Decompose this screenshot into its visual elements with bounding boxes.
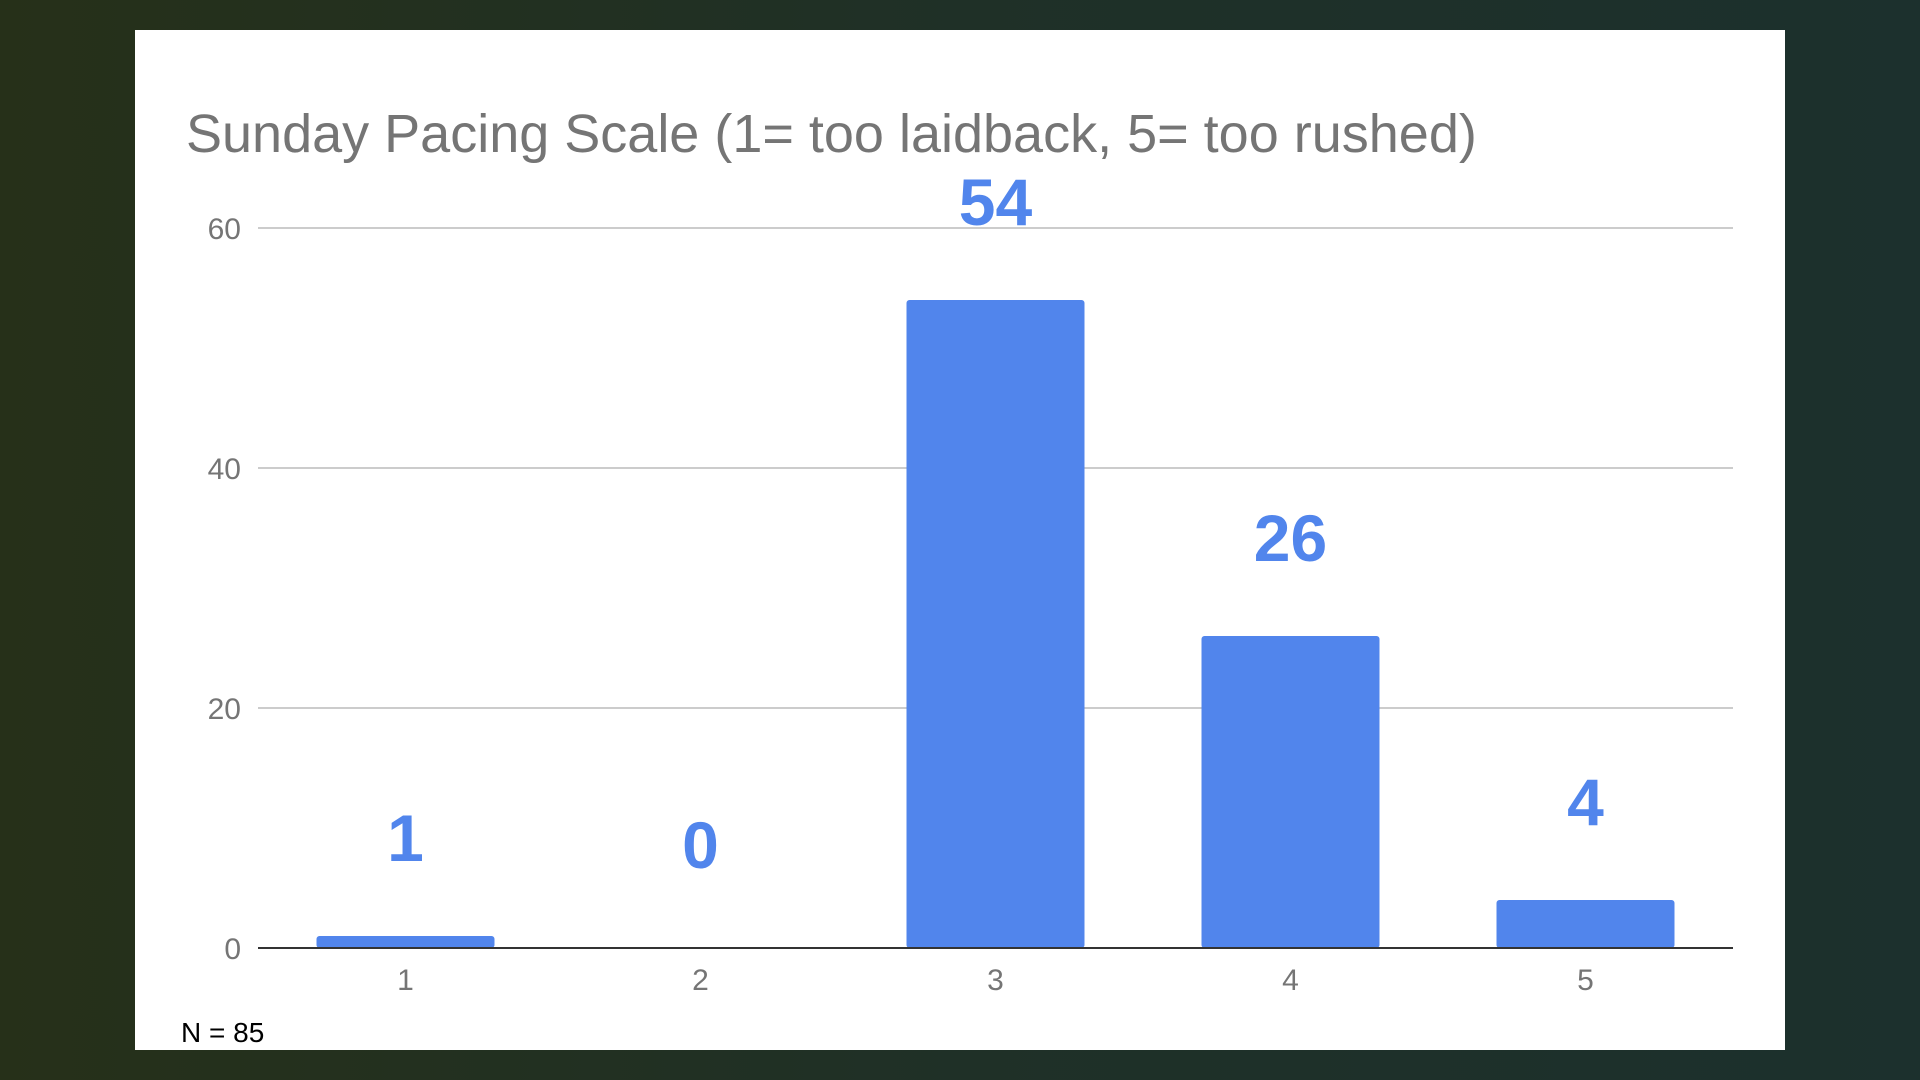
- chart-panel: Sunday Pacing Scale (1= too laidback, 5=…: [135, 30, 1785, 1050]
- y-axis-ticks: 0 20 40 60: [208, 213, 241, 966]
- x-tick-label: 1: [397, 964, 414, 997]
- bar: [1201, 636, 1380, 948]
- x-tick-label: 2: [692, 964, 709, 997]
- bars: [316, 300, 1675, 948]
- data-label: 54: [959, 165, 1033, 239]
- y-tick-label: 40: [208, 453, 241, 486]
- x-tick-label: 4: [1282, 964, 1299, 997]
- data-label: 26: [1254, 501, 1327, 575]
- data-labels: 1 0 54 26 4: [387, 165, 1604, 882]
- y-tick-label: 20: [208, 693, 241, 726]
- data-label: 1: [387, 801, 424, 875]
- data-label: 4: [1567, 765, 1604, 839]
- bar: [906, 300, 1085, 948]
- y-tick-label: 60: [208, 213, 241, 246]
- x-tick-label: 5: [1577, 964, 1594, 997]
- x-tick-label: 3: [987, 964, 1004, 997]
- chart-title: Sunday Pacing Scale (1= too laidback, 5=…: [186, 104, 1477, 164]
- x-axis-ticks: 1 2 3 4 5: [397, 964, 1594, 997]
- y-tick-label: 0: [224, 933, 241, 966]
- data-label: 0: [682, 808, 719, 882]
- bar: [316, 936, 495, 948]
- bar: [1496, 900, 1675, 948]
- bar-chart: Sunday Pacing Scale (1= too laidback, 5=…: [181, 104, 1733, 1048]
- sample-size-note: N = 85: [181, 1017, 264, 1048]
